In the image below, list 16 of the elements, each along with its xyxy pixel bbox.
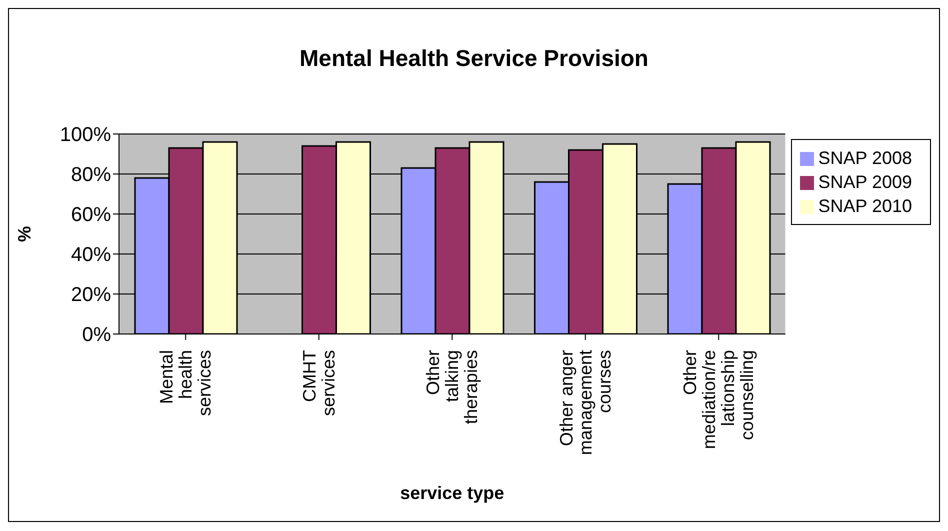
y-axis-title: %	[14, 226, 34, 242]
x-tick-label: Other anger management courses	[556, 350, 614, 456]
x-axis-title: service type	[400, 483, 504, 503]
legend-label: SNAP 2008	[818, 148, 912, 168]
y-tick-label: 60%	[70, 204, 112, 226]
x-tick-label: Mental health services	[156, 350, 215, 416]
y-tick-label: 80%	[70, 164, 112, 186]
legend-label: SNAP 2009	[818, 172, 912, 192]
y-tick-label: 0%	[82, 324, 112, 346]
chart-title: Mental Health Service Provision	[298, 45, 650, 72]
legend-label: SNAP 2010	[818, 196, 912, 216]
y-tick-label: 20%	[70, 284, 112, 306]
x-tick-label: CMHT services	[299, 350, 338, 416]
y-tick-label: 100%	[60, 124, 112, 146]
x-tick-label: Other talking therapies	[423, 350, 482, 424]
y-tick-label: 40%	[70, 244, 112, 266]
